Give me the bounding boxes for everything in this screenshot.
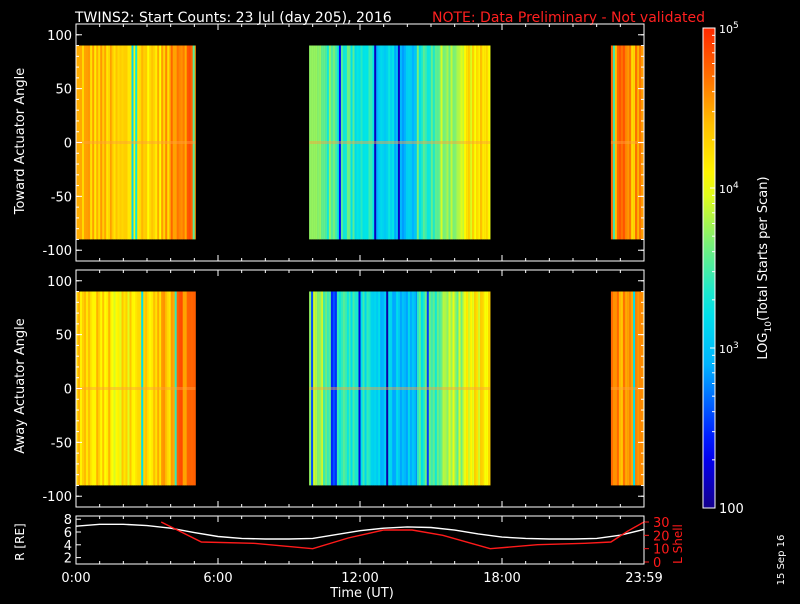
x-tick-label: 0:00 [61,571,90,586]
toward-ylabel: Toward Actuator Angle [13,68,28,215]
colorbar-tick-base: 10 [719,343,733,356]
colorbar-tick-exp: 4 [733,181,739,191]
colorbar-tick-exp: 3 [733,341,739,351]
y-tick-label: 100 [47,275,72,290]
y-tick-label: 50 [55,329,72,344]
left-y-tick-label: 2 [64,552,72,567]
right-y-tick-label: 0 [653,556,661,571]
x-tick-label: 12:00 [341,571,378,586]
orbit-left-ylabel: R [RE] [13,523,27,560]
orbit-right-ylabel: L Shell [671,524,685,564]
colorbar-label-rest: (Total Starts per Scan) [756,176,771,321]
y-tick-label: -100 [42,244,72,259]
y-tick-label: 100 [47,29,72,44]
away-ylabel: Away Actuator Angle [13,318,28,453]
x-tick-label: 6:00 [203,571,232,586]
x-tick-label: 18:00 [483,571,520,586]
time-xlabel: Time (UT) [329,586,394,600]
colorbar-label-base: 10 [764,321,774,333]
colorbar-tick-label: 100 [719,502,744,517]
y-tick-label: 0 [64,137,72,152]
y-tick-label: -50 [51,190,72,205]
colorbar-bar [703,28,715,508]
zero-angle-band [76,141,196,144]
zero-angle-band [309,141,490,144]
colorbar-tick-base: 10 [719,183,733,196]
colorbar-tick-base: 100 [719,502,744,517]
y-tick-label: 0 [64,383,72,398]
date-stamp: 15 Sep 16 [776,535,787,586]
zero-angle-band [76,387,196,390]
y-tick-label: -50 [51,436,72,451]
colorbar-label-log: LOG [756,333,771,360]
y-tick-label: -100 [42,490,72,505]
orbit-left-ylabel-text: R [RE] [13,523,27,560]
zero-angle-band [309,387,490,390]
x-tick-label: 23:59 [625,571,662,586]
y-tick-label: 50 [55,83,72,98]
colorbar-tick-base: 10 [719,23,733,36]
colorbar-tick-exp: 5 [733,21,739,31]
